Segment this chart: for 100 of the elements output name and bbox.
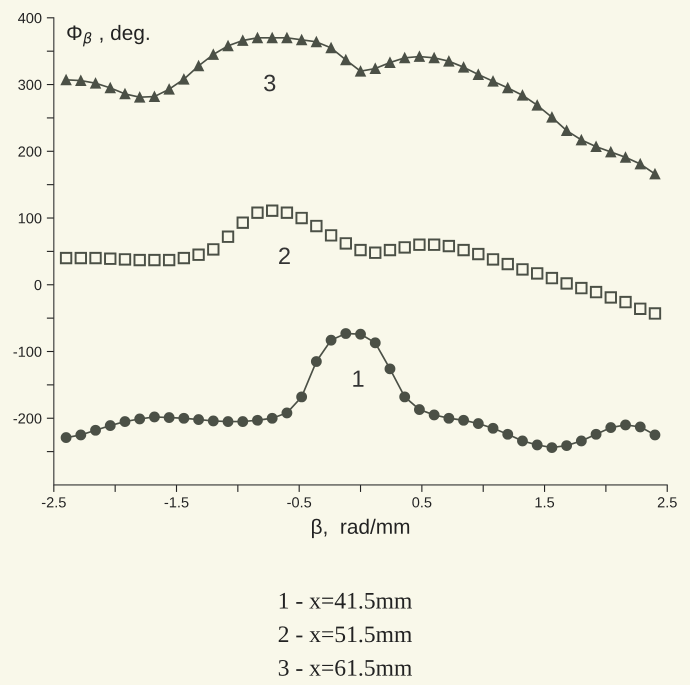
point [90, 78, 101, 89]
y-tick-label: -100 [13, 346, 42, 357]
point [149, 411, 160, 422]
point [634, 422, 646, 432]
point [326, 334, 336, 346]
point [458, 414, 469, 426]
point [560, 277, 573, 290]
point [355, 66, 366, 77]
point [252, 414, 263, 426]
point [134, 413, 146, 424]
y-tick-label: 300 [18, 80, 42, 90]
y-tick-label: 400 [18, 12, 42, 24]
point [428, 238, 440, 251]
point [295, 212, 308, 224]
point [149, 91, 160, 102]
point [413, 238, 426, 251]
point [266, 204, 278, 217]
x-tick-label: 2.5 [658, 497, 677, 508]
point [60, 432, 72, 444]
point [502, 82, 514, 94]
x-tick-label: -0.5 [287, 497, 312, 508]
text: 1 - x=41.5mm [280, 592, 412, 609]
point [208, 415, 219, 426]
point [488, 76, 498, 87]
y-tick-label: 200 [18, 146, 42, 157]
point [89, 252, 102, 264]
x-axis-title: β, rad/mm [312, 518, 410, 538]
point [399, 52, 410, 64]
point [310, 36, 322, 48]
point [251, 206, 264, 219]
point [546, 112, 558, 123]
point [354, 244, 367, 256]
point [236, 216, 249, 229]
annotation: 3 [264, 74, 276, 92]
point [620, 420, 631, 430]
point [576, 134, 587, 146]
point [104, 420, 116, 431]
point [605, 146, 616, 158]
point [134, 254, 146, 266]
y-axis-title: Φ$_{β}$ , deg. [67, 24, 149, 46]
point [237, 416, 248, 427]
y-tick-label: -200 [13, 413, 42, 424]
point [472, 69, 484, 80]
point [104, 252, 116, 265]
point [340, 237, 352, 250]
point [355, 328, 366, 340]
point [208, 49, 219, 60]
point [74, 252, 87, 264]
point [178, 252, 190, 264]
point [237, 35, 248, 46]
point [90, 424, 101, 436]
point [75, 430, 86, 440]
point [546, 272, 558, 284]
point [399, 391, 410, 402]
point [516, 263, 529, 276]
point [266, 32, 278, 44]
point [178, 74, 190, 85]
point [193, 414, 204, 425]
point [222, 40, 234, 52]
point [517, 90, 528, 101]
point [502, 428, 514, 440]
point [282, 32, 292, 44]
point [561, 125, 572, 136]
x-tick-label: -1.5 [164, 497, 188, 508]
point [443, 56, 454, 67]
text: 3 - x=61.5mm [278, 660, 412, 676]
point [340, 328, 352, 339]
point [162, 254, 176, 266]
point [252, 32, 263, 44]
point [340, 54, 352, 66]
point [75, 75, 86, 86]
point [164, 84, 175, 95]
point [296, 391, 308, 402]
point [458, 62, 469, 73]
point [414, 404, 425, 415]
point [472, 418, 484, 429]
point [532, 100, 543, 111]
point [384, 244, 396, 256]
point [266, 412, 278, 424]
point [428, 52, 440, 64]
x-tick-label: 0.5 [412, 497, 432, 508]
point [60, 252, 72, 264]
point [326, 42, 336, 54]
point [648, 307, 662, 320]
point [546, 442, 558, 454]
point [310, 220, 323, 232]
point [634, 158, 646, 170]
point [531, 267, 544, 280]
point [192, 248, 205, 261]
point [575, 282, 588, 294]
point [561, 440, 572, 452]
point [590, 286, 602, 298]
point [428, 409, 440, 420]
point [148, 254, 161, 266]
point [619, 296, 632, 308]
text: 2 - x=51.5mm [278, 626, 412, 642]
point [310, 356, 322, 367]
point [134, 92, 146, 103]
point [532, 440, 543, 450]
point [369, 246, 382, 259]
